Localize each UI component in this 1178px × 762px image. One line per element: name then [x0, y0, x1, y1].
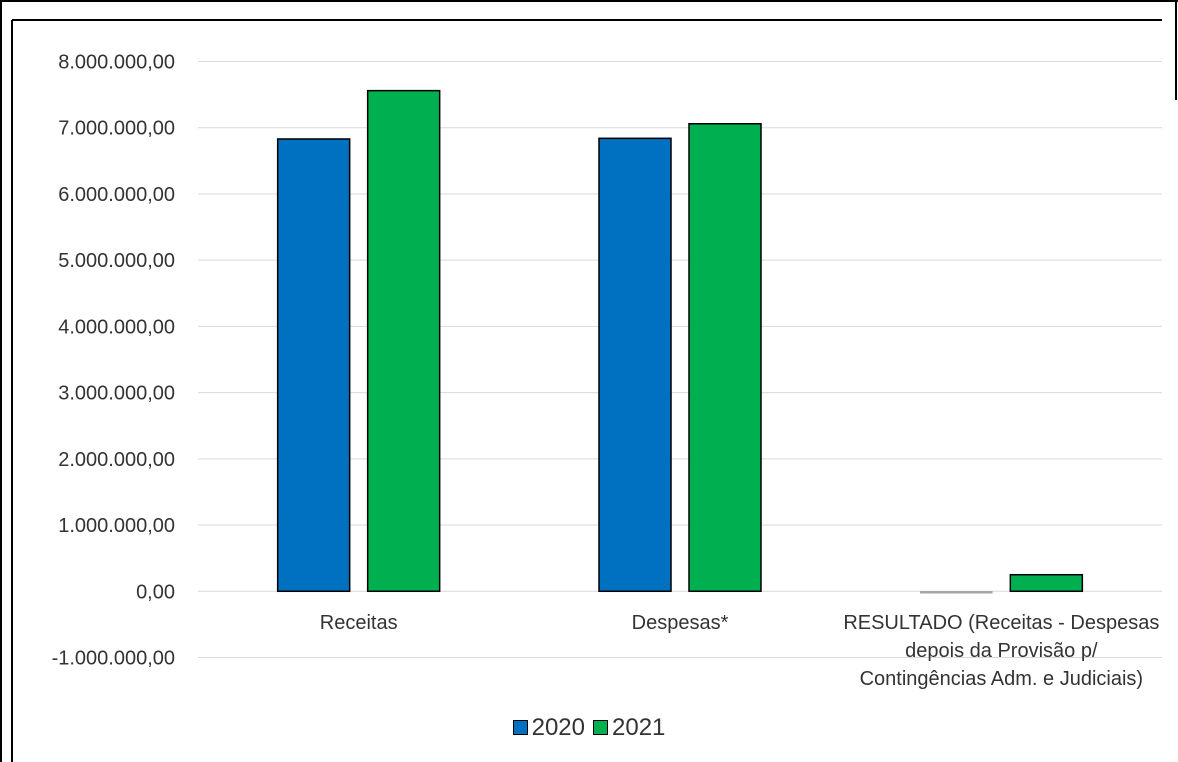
bar-2020-1	[276, 138, 351, 593]
bar-2021-2	[688, 122, 762, 593]
y-tick-label: 7.000.000,00	[58, 118, 175, 140]
legend-item-2021: 2021	[593, 713, 666, 741]
bars	[276, 89, 1084, 594]
y-tick-label: 6.000.000,00	[58, 184, 175, 206]
y-tick-label: 1.000.000,00	[58, 515, 175, 537]
bar-2021-1	[366, 89, 441, 593]
y-tick-label: -1.000.000,00	[52, 648, 175, 670]
gridlines	[198, 61, 1162, 658]
bar-2020-3	[920, 591, 993, 594]
y-tick-label: 2.000.000,00	[58, 449, 175, 471]
legend: 2020 2021	[0, 714, 1178, 742]
y-tick-label: 3.000.000,00	[58, 383, 175, 405]
x-category-label: Receitas	[320, 612, 398, 634]
legend-item-2020: 2020	[512, 713, 585, 741]
bar-2020-2	[598, 137, 672, 593]
x-category-label: RESULTADO (Receitas - Despesas depois da …	[843, 612, 1159, 690]
legend-swatch	[593, 720, 608, 735]
y-tick-label: 4.000.000,00	[58, 316, 175, 338]
legend-swatch	[512, 720, 528, 735]
x-category-label: Despesas*	[632, 612, 729, 634]
x-axis-labels: Receitas Despesas* RESULTADO (Receitas - D…	[320, 612, 1160, 690]
legend-label: 2020	[531, 713, 585, 741]
legend-label: 2021	[612, 713, 666, 741]
y-tick-label: 8.000.000,00	[58, 52, 175, 74]
y-axis-labels: 8.000.000,00 7.000.000,00 6.000.000,00 5.00…	[52, 52, 175, 670]
bar-2021-3	[1009, 573, 1084, 593]
y-tick-label: 5.000.000,00	[58, 250, 175, 272]
y-tick-label: 0,00	[136, 581, 175, 603]
